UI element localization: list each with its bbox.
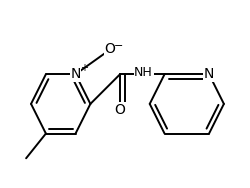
Text: O: O	[114, 103, 126, 117]
Text: NH: NH	[134, 67, 153, 80]
Text: −: −	[114, 41, 124, 51]
Text: +: +	[80, 63, 88, 73]
Text: N: N	[70, 67, 81, 81]
Text: N: N	[204, 67, 214, 81]
Text: O: O	[105, 42, 116, 57]
